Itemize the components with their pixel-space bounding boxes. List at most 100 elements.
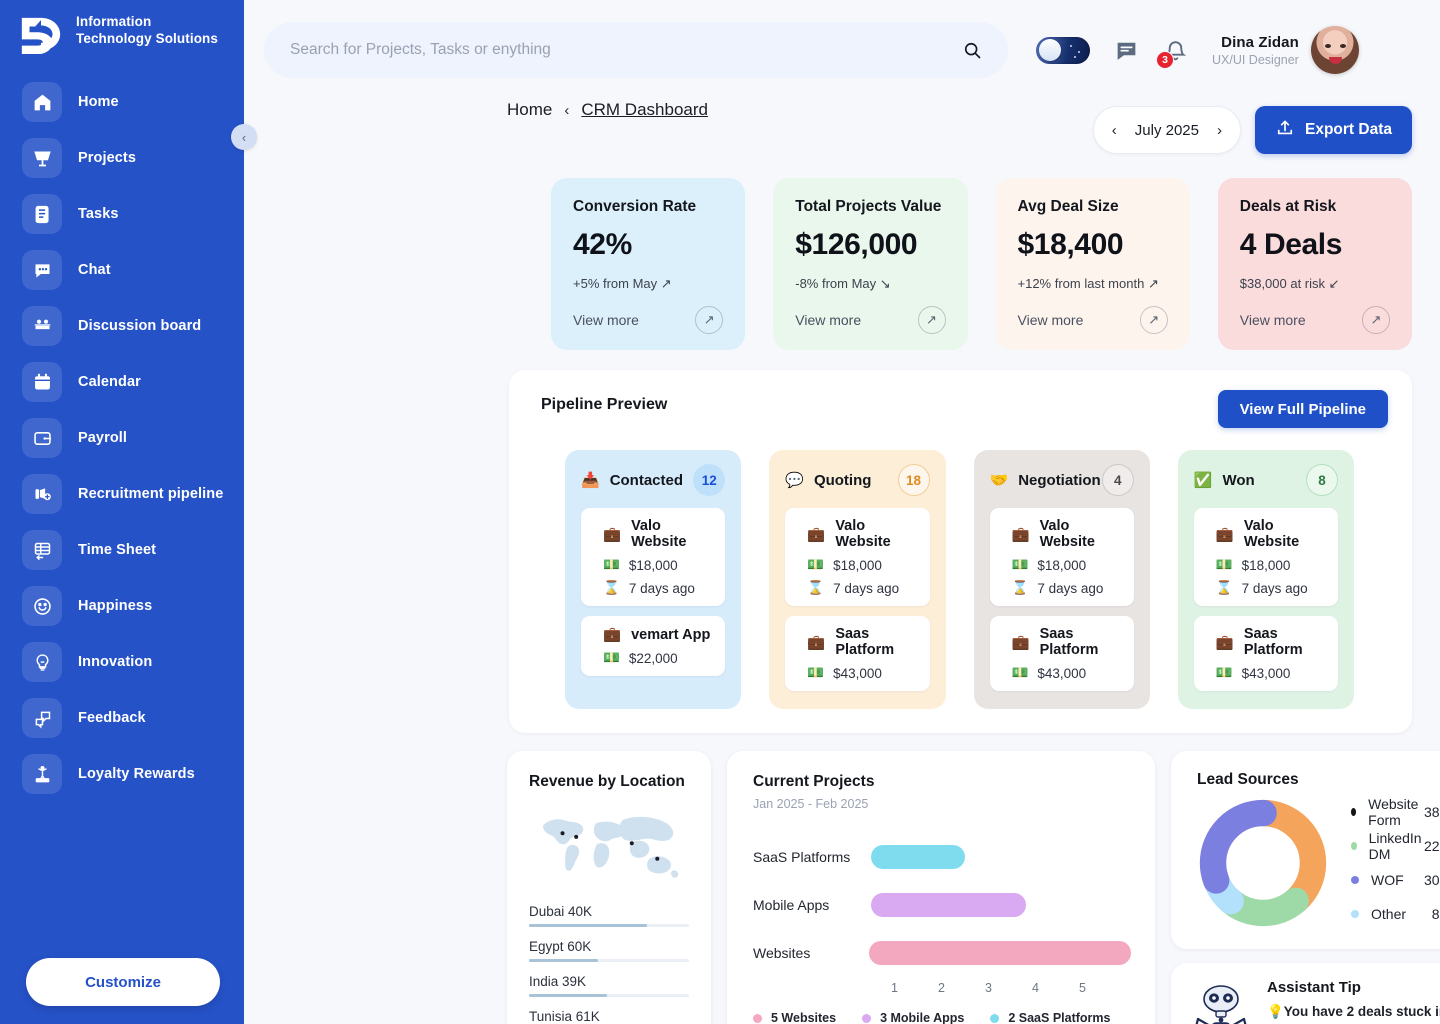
sidebar-item-innovation[interactable]: Innovation [0,634,244,690]
sidebar-item-time-sheet[interactable]: Time Sheet [0,522,244,578]
chart-subtitle: Jan 2025 - Feb 2025 [753,797,869,811]
home-icon [22,82,62,122]
hourglass-icon: ⌛ [1215,580,1233,595]
legend-dot [753,1013,762,1023]
sidebar-collapse-toggle[interactable]: ‹ [231,124,257,150]
deal-card[interactable]: 💼 Saas Platform 💵 $43,000 [785,616,930,691]
deal-card[interactable]: 💼 Saas Platform 💵 $43,000 [989,616,1134,691]
kpi-row: Conversion Rate 42% +5% from May ↗ View … [244,154,1440,350]
deal-title: Saas Platform [1243,626,1303,658]
kpi-footer: View more ↗ [1240,306,1390,334]
sidebar-item-tasks[interactable]: Tasks [0,186,244,242]
notifications-button[interactable]: 3 [1156,38,1188,69]
current-projects-chart-card: Current Projects Jan 2025 - Feb 2025 Saa… [727,751,1155,1024]
sidebar-item-projects[interactable]: Projects [0,130,244,186]
axis-tick: 4 [1032,981,1039,995]
arrow-up-right-icon[interactable]: ↗ [695,306,724,334]
user-info: Dina Zidan UX/UI Designer [1212,34,1299,67]
kpi-title: Avg Deal Size [1017,198,1119,215]
chevron-left-icon[interactable]: ‹ [1111,121,1117,139]
breadcrumb-home[interactable]: Home [507,100,553,119]
sidebar-item-chat[interactable]: Chat [0,242,244,298]
deal-age-text: 7 days ago [833,580,900,596]
sidebar-item-home[interactable]: Home [0,74,244,130]
kpi-view-more[interactable]: View more [1017,312,1084,328]
legend-label-group: Website Form [1351,796,1424,828]
arrow-up-right-icon[interactable]: ↗ [1362,306,1390,334]
deal-card[interactable]: 💼 Saas Platform 💵 $43,000 [1193,616,1338,691]
chart-bar [871,893,1026,917]
export-data-button[interactable]: Export Data [1255,106,1412,154]
messages-button[interactable] [1114,38,1139,63]
user-role: UX/UI Designer [1212,52,1299,67]
pipeline-stages: 📥 Contacted 12 💼 Valo Website 💵 $18,000 [531,450,1388,709]
month-picker[interactable]: ‹ July 2025 › [1092,106,1241,154]
dark-mode-toggle[interactable] [1036,36,1090,64]
search-input[interactable] [290,41,962,59]
chevron-right-icon[interactable]: › [1217,121,1222,139]
briefcase-icon: 💼 [603,627,622,643]
sidebar-item-feedback[interactable]: Feedback [0,690,244,746]
pipeline-stage-quoting: 💬 Quoting 18 💼 Valo Website 💵 $18,000 [769,450,946,709]
arrow-up-right-icon[interactable]: ↗ [917,306,946,334]
deal-title: Valo Website [1243,518,1300,550]
kpi-card-avg-deal-size: Avg Deal Size $18,400 +12% from last mon… [995,178,1190,350]
deal-card[interactable]: 💼 Valo Website 💵 $18,000 ⌛ 7 days ago [581,508,726,606]
kpi-view-more[interactable]: View more [573,312,639,328]
sidebar-item-label: Payroll [78,430,128,446]
sidebar-nav: Home Projects Tasks Chat Discussion boar… [0,74,244,802]
deal-amount-text: $18,000 [833,557,882,573]
deal-amount: 💵 $18,000 [1012,557,1122,573]
sidebar-item-calendar[interactable]: Calendar [0,354,244,410]
sidebar-item-discussion-board[interactable]: Discussion board [0,298,244,354]
money-icon: 💵 [603,650,620,665]
deal-card[interactable]: 💼 Valo Website 💵 $18,000 ⌛ 7 days ago [989,508,1134,606]
stage-header: 📥 Contacted 12 [581,464,726,496]
deal-name: 💼 Saas Platform [807,626,917,658]
avatar[interactable] [1310,26,1359,74]
sidebar-item-loyalty-rewards[interactable]: Loyalty Rewards [0,746,244,802]
chevron-left-icon: ‹ [564,101,570,119]
kpi-value: $18,400 [1017,228,1124,261]
money-icon: 💵 [1215,665,1233,680]
kpi-footer: View more ↗ [1018,306,1168,334]
toggle-knob [1039,39,1061,61]
kpi-view-more[interactable]: View more [795,312,862,328]
sidebar-item-happiness[interactable]: Happiness [0,578,244,634]
revenue-by-location-card: Revenue by Location [507,751,711,1024]
stage-name: ✅ Won [1194,471,1255,490]
sidebar-item-recruitment-pipeline[interactable]: Recruitment pipeline [0,466,244,522]
breadcrumb-current[interactable]: CRM Dashboard [581,100,708,119]
deal-card[interactable]: 💼 Valo Website 💵 $18,000 ⌛ 7 days ago [1193,508,1338,606]
legend-label: 5 Websites [771,1011,837,1024]
deal-amount-text: $18,000 [1037,557,1087,573]
star-decor [1070,44,1072,47]
location-item: Egypt 60K [529,939,689,962]
lightbulb-icon [22,642,62,682]
deal-amount: 💵 $18,000 [807,557,917,573]
axis-tick: 2 [938,981,945,995]
deal-card[interactable]: 💼 Valo Website 💵 $18,000 ⌛ 7 days ago [785,508,930,606]
chart-bar-row: Mobile Apps [753,881,1131,929]
user-menu[interactable]: Dina Zidan UX/UI Designer [1212,26,1359,74]
deal-amount-text: $43,000 [1241,665,1291,681]
pipeline-header: Pipeline Preview View Full Pipeline [531,390,1388,428]
customize-button[interactable]: Customize [26,958,220,1006]
view-full-pipeline-button[interactable]: View Full Pipeline [1217,390,1388,428]
kpi-footer: View more ↗ [573,306,724,334]
kpi-view-more[interactable]: View more [1239,312,1306,328]
export-label: Export Data [1305,121,1392,138]
deal-amount-text: $22,000 [628,650,678,666]
assistant-tip-card: Assistant Tip 💡You have 2 deals stuck in… [1171,963,1440,1024]
lead-sources-legend: Website Form 38.6% LinkedIn DM 22.5% [1351,795,1440,931]
deal-amount: 💵 $22,000 [603,650,713,666]
arrow-up-right-icon[interactable]: ↗ [1139,306,1168,334]
money-icon: 💵 [1011,557,1029,572]
kpi-delta-text: $38,000 at risk [1239,276,1326,291]
search-icon[interactable] [962,40,982,60]
world-map [529,805,689,892]
sidebar-item-payroll[interactable]: Payroll [0,410,244,466]
kpi-card-conversion-rate: Conversion Rate 42% +5% from May ↗ View … [551,178,746,350]
search-box[interactable] [264,22,1008,78]
deal-card[interactable]: 💼 vemart App 💵 $22,000 [581,616,726,676]
